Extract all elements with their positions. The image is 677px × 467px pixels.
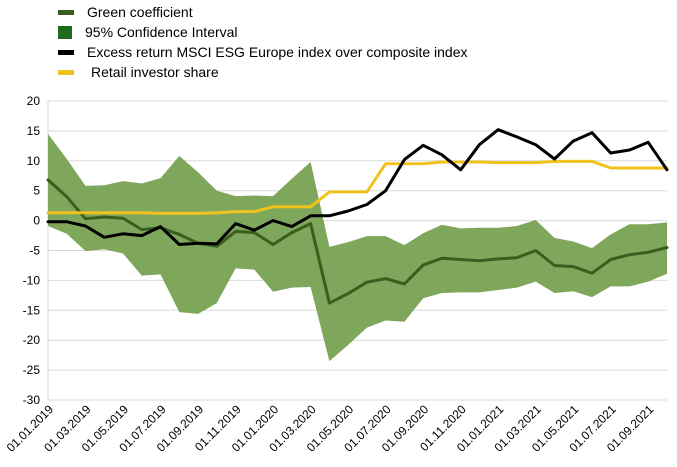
- y-tick-label: -15: [23, 303, 41, 317]
- y-tick-label: 10: [27, 154, 41, 168]
- legend: Green coefficient 95% Confidence Interval…: [0, 0, 677, 90]
- legend-swatch: [58, 49, 74, 55]
- y-tick-label: -30: [23, 393, 41, 407]
- legend-swatch: [58, 9, 74, 15]
- y-tick-label: 5: [33, 184, 40, 198]
- excess-return-line: [46, 128, 669, 246]
- legend-item: Excess return MSCI ESG Europe index over…: [58, 42, 468, 62]
- x-axis-tick-labels: 01.01.201901.03.201901.05.201901.07.2019…: [4, 402, 657, 455]
- retail-investor-share-line: [46, 159, 669, 215]
- legend-swatch: [58, 69, 74, 75]
- green-coefficient-line: [46, 178, 669, 305]
- legend-swatch: [58, 25, 72, 39]
- legend-item: Green coefficient: [58, 2, 193, 22]
- y-tick-label: 20: [27, 94, 41, 108]
- legend-label: Retail investor share: [91, 64, 219, 80]
- confidence-band: [48, 133, 667, 362]
- y-tick-label: -5: [29, 244, 40, 258]
- legend-label: Excess return MSCI ESG Europe index over…: [87, 44, 468, 60]
- legend-label: Green coefficient: [87, 4, 193, 20]
- legend-label: 95% Confidence Interval: [85, 24, 238, 40]
- y-tick-label: -20: [23, 333, 41, 347]
- series-lines: [46, 128, 669, 305]
- y-tick-label: -25: [23, 363, 41, 377]
- y-tick-label: 0: [33, 214, 40, 228]
- y-axis-tick-labels: 20 15 10 5 0 -5 -10 -15 -20 -25 -30: [23, 94, 41, 407]
- y-tick-label: 15: [27, 124, 41, 138]
- legend-item: 95% Confidence Interval: [58, 22, 238, 42]
- confidence-interval-band: [48, 133, 667, 362]
- legend-item: Retail investor share: [58, 62, 219, 82]
- y-tick-label: -10: [23, 273, 41, 287]
